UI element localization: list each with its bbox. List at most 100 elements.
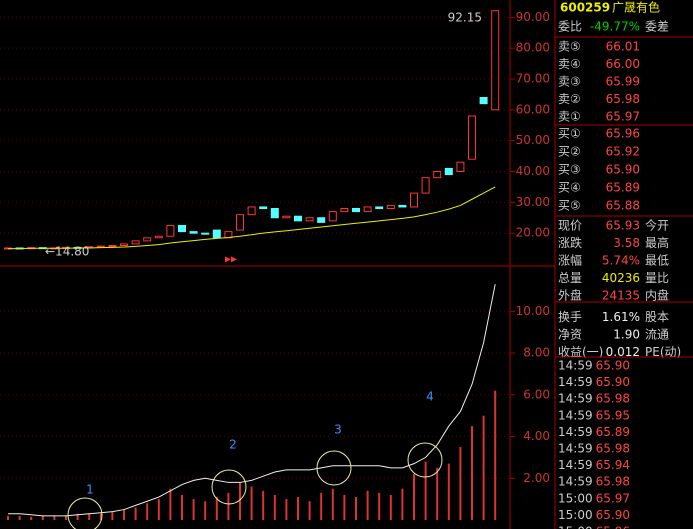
- y-tick-label: 70.00: [516, 72, 550, 86]
- candle-body: [270, 208, 279, 219]
- candle-body: [189, 231, 198, 234]
- candle-body: [444, 167, 453, 176]
- volume-bar: [471, 426, 473, 520]
- row-value: 1.61%: [602, 310, 640, 324]
- row-value: 66.00: [606, 57, 640, 71]
- trade-price: 65.95: [596, 408, 630, 422]
- row-value: 40236: [602, 271, 640, 285]
- highlight-circle: [67, 497, 103, 529]
- volume-bar: [204, 501, 207, 520]
- annotation-number: 4: [426, 390, 434, 404]
- row-value: 65.93: [606, 219, 640, 233]
- candle-body: [120, 243, 128, 246]
- candle-body: [386, 204, 395, 210]
- row-value: 5.74%: [602, 254, 640, 268]
- trade-price: 65.90: [596, 375, 630, 389]
- y-tick-label: 30.00: [516, 195, 550, 209]
- volume-bar: [169, 488, 172, 520]
- volume-bar: [134, 507, 137, 520]
- candle-body: [108, 245, 117, 247]
- volume-bar: [250, 486, 253, 520]
- candle-body: [259, 206, 268, 209]
- trade-price: 65.94: [596, 458, 630, 472]
- row-label: 卖⑤: [558, 40, 581, 54]
- candle-body: [282, 215, 291, 219]
- marker: ▸▸: [225, 252, 237, 266]
- row-label: 买③: [558, 163, 581, 177]
- row-value: 65.96: [606, 127, 640, 141]
- highlight-circle: [407, 442, 443, 478]
- y-tick-label: 8.00: [523, 346, 550, 360]
- row-value: 65.92: [606, 145, 640, 159]
- candle-body: [305, 217, 314, 222]
- annotation-number: 1: [86, 483, 94, 497]
- trade-price: 65.98: [596, 442, 630, 456]
- row-value: 65.90: [606, 163, 640, 177]
- trade-time: 15:00: [558, 525, 593, 529]
- volume-bar: [482, 415, 485, 520]
- candle-body: [212, 229, 221, 239]
- row-label: 卖③: [558, 75, 581, 89]
- trade-price: 65.96: [596, 525, 630, 529]
- volume-bar: [436, 467, 439, 520]
- row-label: 量比: [645, 271, 669, 285]
- row-label: 卖①: [558, 110, 581, 124]
- candle-body: [317, 217, 326, 223]
- candle-body: [352, 208, 360, 213]
- row-label: 最低: [645, 254, 669, 268]
- volume-bar: [494, 390, 497, 520]
- moving-average: [8, 186, 496, 250]
- volume-bar: [355, 497, 357, 520]
- row-value: 0.012: [606, 345, 640, 359]
- row-label: PE(动): [645, 345, 681, 359]
- candle-body: [421, 177, 430, 194]
- row-label: 卖④: [558, 57, 581, 71]
- trade-price: 65.89: [596, 425, 630, 439]
- candle-body: [491, 10, 500, 111]
- row-label: 净资: [558, 328, 582, 342]
- trade-time: 15:00: [558, 491, 593, 505]
- row-value: 65.88: [606, 199, 640, 213]
- volume-bar: [320, 492, 323, 520]
- row-value: 3.58: [613, 236, 640, 250]
- row-label: 收益(一): [558, 345, 603, 359]
- y-tick-label: 90.00: [516, 10, 550, 24]
- trade-time: 14:59: [558, 475, 593, 489]
- volume-bar: [447, 463, 450, 520]
- row-label: 换手: [558, 310, 582, 324]
- volume-bar: [331, 488, 334, 520]
- y-tick-label: 50.00: [516, 133, 550, 147]
- volume-bar: [146, 503, 149, 520]
- y-tick-label: 80.00: [516, 41, 550, 55]
- row-label: 今开: [645, 218, 669, 233]
- trade-price: 65.90: [596, 508, 630, 522]
- annotation-number: 3: [334, 423, 342, 437]
- volume-bar: [111, 511, 114, 520]
- volume-bar: [99, 513, 102, 520]
- row-value: 65.89: [606, 181, 640, 195]
- trade-time: 14:59: [558, 442, 593, 456]
- candle-body: [131, 240, 140, 245]
- candle-body: [96, 245, 105, 248]
- trade-time: 14:59: [558, 359, 593, 373]
- volume-bar: [181, 494, 183, 520]
- candle-body: [178, 224, 186, 233]
- y-tick-label: 6.00: [523, 387, 550, 401]
- volume-line: [8, 284, 496, 517]
- volume-bar: [41, 515, 44, 520]
- candle-body: [328, 211, 337, 222]
- candle-body: [433, 171, 442, 179]
- stock-code: 600259: [560, 1, 610, 15]
- row-value: 65.98: [606, 92, 640, 106]
- volume-bar: [413, 474, 415, 520]
- candle-body: [456, 161, 465, 172]
- candle-body: [375, 206, 384, 209]
- volume-bar: [308, 501, 311, 520]
- volume-bar: [285, 499, 288, 520]
- row-label: 涨幅: [558, 253, 582, 268]
- row-label: 内盘: [645, 288, 669, 303]
- y-tick-label: 4.00: [523, 429, 550, 443]
- y-tick-label: 60.00: [516, 102, 550, 116]
- volume-bar: [65, 515, 67, 520]
